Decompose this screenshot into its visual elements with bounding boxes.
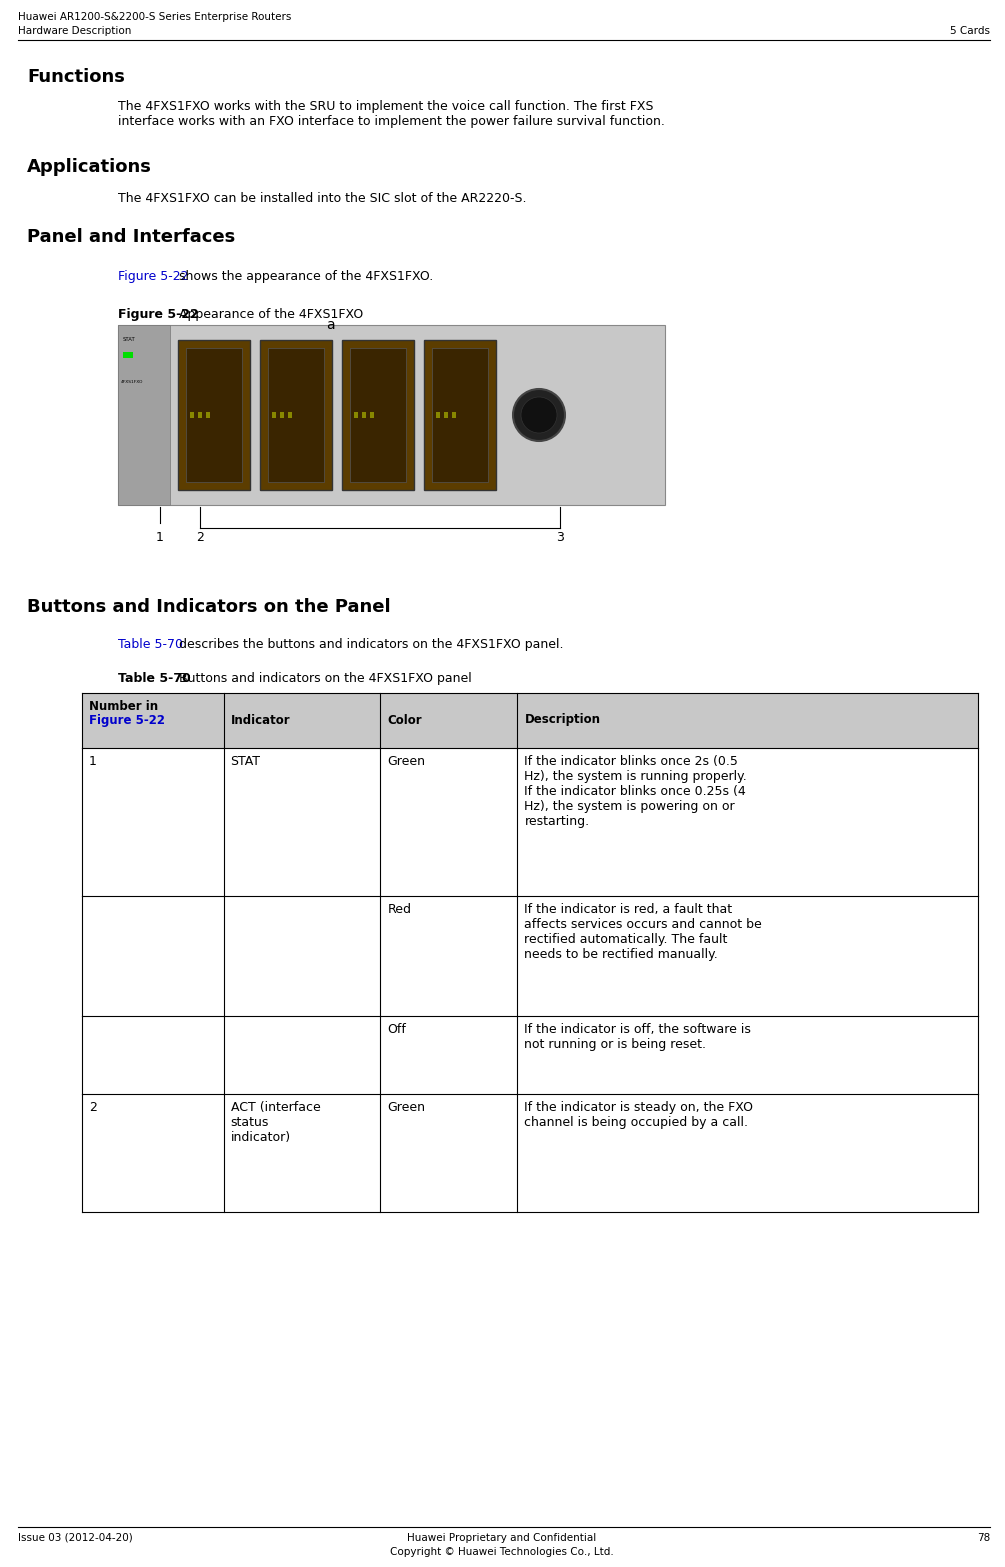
Text: If the indicator is steady on, the FXO
channel is being occupied by a call.: If the indicator is steady on, the FXO c… (525, 1102, 754, 1128)
Text: 78: 78 (977, 1533, 990, 1543)
Bar (118, 324, 170, 505)
Bar (178, 340, 250, 490)
Text: shows the appearance of the 4FXS1FXO.: shows the appearance of the 4FXS1FXO. (175, 270, 433, 284)
Text: Copyright © Huawei Technologies Co., Ltd.: Copyright © Huawei Technologies Co., Ltd… (390, 1547, 614, 1558)
Text: 2: 2 (89, 1102, 96, 1114)
Bar (350, 348, 406, 483)
Text: interface works with an FXO interface to implement the power failure survival fu: interface works with an FXO interface to… (118, 114, 665, 128)
Text: If the indicator is red, a fault that
affects services occurs and cannot be
rect: If the indicator is red, a fault that af… (525, 903, 762, 961)
Text: ACT (interface
status
indicator): ACT (interface status indicator) (230, 1102, 321, 1144)
Bar (432, 348, 488, 483)
Text: If the indicator is off, the software is
not running or is being reset.: If the indicator is off, the software is… (525, 1023, 752, 1051)
Bar (82, 693, 978, 747)
Text: a: a (326, 318, 335, 332)
Text: Indicator: Indicator (230, 713, 290, 727)
Text: 2: 2 (196, 531, 204, 544)
Circle shape (521, 396, 557, 432)
Text: Buttons and Indicators on the Panel: Buttons and Indicators on the Panel (27, 599, 391, 616)
Text: Huawei AR1200-S&2200-S Series Enterprise Routers: Huawei AR1200-S&2200-S Series Enterprise… (18, 13, 291, 22)
Text: 3: 3 (556, 531, 564, 544)
Text: Functions: Functions (27, 67, 125, 86)
Text: The 4FXS1FXO can be installed into the SIC slot of the AR2220-S.: The 4FXS1FXO can be installed into the S… (118, 193, 527, 205)
Text: Table 5-70: Table 5-70 (118, 672, 191, 685)
Bar (354, 412, 358, 418)
Bar (436, 412, 440, 418)
Text: Green: Green (387, 755, 425, 768)
Text: Red: Red (387, 903, 411, 917)
Bar (288, 412, 292, 418)
Bar (123, 353, 133, 357)
Text: Issue 03 (2012-04-20): Issue 03 (2012-04-20) (18, 1533, 133, 1543)
Text: describes the buttons and indicators on the 4FXS1FXO panel.: describes the buttons and indicators on … (175, 638, 564, 650)
Text: Off: Off (387, 1023, 406, 1036)
Text: STAT: STAT (123, 337, 136, 342)
Text: STAT: STAT (230, 755, 260, 768)
Text: Description: Description (525, 713, 600, 727)
Text: Huawei Proprietary and Confidential: Huawei Proprietary and Confidential (407, 1533, 597, 1543)
Text: 5 Cards: 5 Cards (950, 27, 990, 36)
Bar (268, 348, 324, 483)
Text: Appearance of the 4FXS1FXO: Appearance of the 4FXS1FXO (175, 309, 363, 321)
Text: Green: Green (387, 1102, 425, 1114)
Bar (444, 412, 448, 418)
Bar (280, 412, 284, 418)
Bar (190, 412, 194, 418)
Text: 1: 1 (156, 531, 164, 544)
Bar (198, 412, 202, 418)
Circle shape (513, 389, 565, 440)
Text: Number in: Number in (89, 700, 158, 713)
Text: The 4FXS1FXO works with the SRU to implement the voice call function. The first : The 4FXS1FXO works with the SRU to imple… (118, 100, 653, 113)
Bar (370, 412, 374, 418)
Text: Buttons and indicators on the 4FXS1FXO panel: Buttons and indicators on the 4FXS1FXO p… (175, 672, 471, 685)
Bar (424, 340, 496, 490)
Text: Figure 5-22: Figure 5-22 (118, 309, 199, 321)
Bar (260, 340, 332, 490)
Text: Applications: Applications (27, 158, 152, 176)
Text: Hardware Description: Hardware Description (18, 27, 132, 36)
Bar (206, 412, 210, 418)
Text: If the indicator blinks once 2s (0.5
Hz), the system is running properly.
If the: If the indicator blinks once 2s (0.5 Hz)… (525, 755, 747, 827)
Bar (362, 412, 366, 418)
Text: Color: Color (387, 713, 422, 727)
Text: Figure 5-22: Figure 5-22 (89, 715, 165, 727)
Text: 1: 1 (89, 755, 96, 768)
Bar (118, 324, 665, 505)
Text: Figure 5-22: Figure 5-22 (118, 270, 189, 284)
Bar (342, 340, 414, 490)
Bar (272, 412, 276, 418)
Bar (186, 348, 242, 483)
Text: Table 5-70: Table 5-70 (118, 638, 183, 650)
Text: 4FXS1FXO: 4FXS1FXO (121, 381, 144, 384)
Bar (452, 412, 456, 418)
Text: Panel and Interfaces: Panel and Interfaces (27, 229, 235, 246)
